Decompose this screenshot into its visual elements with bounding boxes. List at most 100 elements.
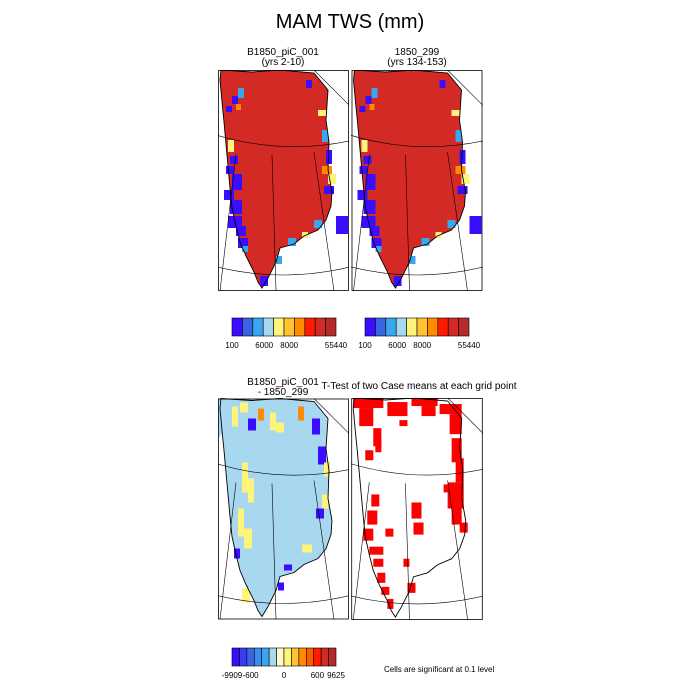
coastal-cell (359, 166, 368, 174)
diff-cell (312, 418, 320, 435)
significant-cell (373, 428, 382, 447)
coastal-cell (228, 140, 234, 152)
significant-cell (385, 528, 394, 537)
colorbar-swatch (325, 317, 337, 337)
colorbar-label: 9625 (327, 671, 345, 680)
coastal-cell (276, 256, 282, 264)
significant-cell (451, 506, 462, 525)
diff-cell (234, 548, 240, 559)
coastal-cell (409, 256, 416, 264)
panel-ttest-title: T-Test of two Case means at each grid po… (321, 381, 517, 392)
graticule-line (447, 480, 469, 620)
coastal-cell (393, 276, 402, 286)
coastal-cell (461, 174, 470, 184)
colorbar-swatch (253, 647, 263, 667)
diff-cell (258, 408, 264, 421)
graticule-line (447, 151, 468, 291)
coastal-cell (455, 166, 466, 174)
colorbar-label: 0 (282, 671, 287, 680)
diff-cell (316, 508, 324, 519)
coastal-cell (375, 246, 382, 252)
significant-cell (375, 438, 382, 453)
significance-note: Cells are significant at 0.1 level (384, 665, 495, 674)
map-diff-frame (218, 398, 349, 620)
colorbar-swatch (447, 317, 459, 337)
colorbar-label: -9909 (222, 671, 243, 680)
colorbar-swatch (283, 647, 292, 667)
colorbar-swatch (231, 647, 240, 667)
coastal-cell (421, 238, 430, 246)
colorbar-swatch (328, 647, 337, 667)
panel-case1-title-line2: (yrs 2-10) (261, 57, 305, 68)
significant-cell (367, 510, 378, 525)
significant-cell (373, 558, 384, 567)
figure-title: MAM TWS (mm) (275, 11, 425, 33)
colorbar-label: 8000 (413, 341, 431, 350)
significant-cell (387, 598, 394, 609)
significant-cell (421, 406, 436, 417)
colorbar-swatch (261, 647, 270, 667)
graticule-line (313, 398, 349, 434)
colorbar-swatch (294, 317, 306, 337)
coastal-cell (318, 110, 326, 116)
colorbar-swatch (313, 647, 322, 667)
significant-cell (353, 398, 384, 409)
diff-cell (324, 462, 330, 477)
colorbar-label: 100 (225, 341, 239, 350)
panel-diff-title: B1850_piC_001 - 1850_299 (218, 378, 348, 398)
coastal-cell (459, 150, 466, 164)
graticule-line (218, 595, 349, 604)
significant-cell (455, 458, 464, 483)
colorbar-swatch (268, 647, 277, 667)
colorbar-swatch (252, 317, 264, 337)
graticule-line (218, 135, 349, 147)
coastal-cell (439, 80, 446, 88)
colorbar-label: -600 (243, 671, 260, 680)
colorbar-case1: 100 6000 8000 55440 (225, 317, 348, 350)
coastal-cell (455, 130, 462, 142)
graticule-line (405, 154, 410, 291)
colorbar-swatch (291, 647, 300, 667)
graticule-line (351, 595, 483, 605)
coastal-cell (365, 174, 376, 190)
colorbar-case2: 100 6000 8000 55440 (358, 317, 481, 350)
graticule-line (218, 463, 349, 476)
coastal-cell (451, 110, 460, 116)
diff-cell (248, 478, 254, 503)
coastal-cell (302, 232, 308, 238)
graticule-line (219, 153, 237, 291)
coastal-cell (469, 216, 482, 234)
colorbar-label: 8000 (280, 341, 298, 350)
map-diff-field (218, 398, 349, 620)
colorbar-label: 600 (311, 671, 325, 680)
colorbar-swatch (427, 317, 439, 337)
coastal-cell (357, 190, 368, 200)
coastal-cell (457, 186, 468, 194)
diff-cell (242, 462, 248, 493)
coastal-cell (238, 238, 248, 248)
coastal-cell (236, 104, 241, 110)
coastline (219, 398, 333, 618)
significant-cell (377, 572, 386, 583)
significant-cell (363, 528, 374, 541)
colorbar-label: 6000 (255, 341, 273, 350)
graticule-line (313, 70, 349, 106)
panel-case2-title-line1: 1850_299 (394, 47, 440, 58)
colorbar-label: 6000 (388, 341, 406, 350)
diff-cell (318, 446, 326, 465)
significant-cell (411, 398, 438, 407)
diff-cell (238, 508, 244, 537)
significant-cell (387, 402, 408, 417)
significant-cell (407, 582, 416, 593)
panel-case2-title: 1850_299 (yrs 134-153) (351, 48, 483, 68)
graticule-line (351, 266, 483, 276)
significant-cell (449, 414, 462, 435)
diff-cell (240, 402, 248, 413)
panel-diff-title-line1: B1850_piC_001 (247, 377, 319, 388)
coastal-cell (363, 156, 372, 164)
colorbar-swatch (273, 317, 285, 337)
colorbar-swatch (242, 317, 254, 337)
map-case1 (218, 70, 349, 291)
panel-diff-title-line2: - 1850_299 (257, 387, 309, 398)
colorbar-swatch (239, 647, 248, 667)
